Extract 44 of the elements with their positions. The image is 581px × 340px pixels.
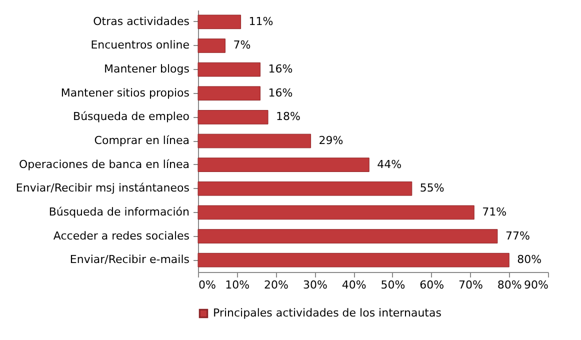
bar [198, 110, 268, 124]
bar [198, 229, 498, 244]
data-label: 16% [268, 86, 293, 100]
bar [198, 205, 474, 220]
data-label: 7% [233, 38, 251, 52]
y-tick-label: Búsqueda de empleo [73, 110, 190, 124]
bar [198, 14, 242, 30]
data-label: 44% [377, 158, 402, 171]
y-tick-label: Operaciones de banca en línea [18, 158, 190, 171]
x-tick-label: 10% [225, 278, 250, 292]
y-tick-label: Mantener blogs [104, 62, 190, 76]
bar [198, 134, 312, 148]
bar [198, 62, 260, 77]
x-tick-label: 80% [497, 278, 522, 292]
data-label: 18% [276, 110, 300, 124]
bar [198, 252, 510, 268]
y-tick-label: Otras actividades [93, 14, 190, 28]
x-tick-label: 0% [198, 278, 216, 292]
x-tick-label: 90% [524, 278, 548, 292]
data-label: 55% [420, 182, 444, 195]
y-tick-label: Búsqueda de información [48, 205, 190, 218]
y-tick-label: Comprar en línea [94, 134, 190, 147]
bar [198, 86, 260, 101]
y-tick-label: Enviar/Recibir msj instántaneos [16, 182, 190, 195]
y-tick-label: Enviar/Recibir e-mails [70, 253, 190, 266]
data-label: 29% [318, 134, 344, 147]
x-tick-label: 20% [264, 278, 289, 292]
y-tick-label: Encuentros online [90, 38, 190, 52]
x-tick-label: 40% [342, 278, 366, 292]
data-label: 11% [248, 14, 274, 28]
x-tick-label: 30% [302, 278, 328, 292]
bar [198, 158, 370, 172]
data-label: 16% [268, 62, 293, 76]
y-tick-label: Mantener sitios propios [60, 86, 190, 100]
y-tick-label: Acceder a redes sociales [53, 229, 190, 242]
legend-label: Principales actividades de los internautas [213, 306, 442, 320]
x-tick-label: 60% [420, 278, 444, 292]
data-label: 77% [505, 229, 530, 242]
x-tick-label: 50% [380, 278, 406, 292]
data-label: 71% [482, 205, 507, 218]
x-tick-label: 70% [458, 278, 483, 292]
bar [198, 38, 226, 53]
bar [198, 181, 412, 196]
data-label: 80% [517, 253, 542, 266]
